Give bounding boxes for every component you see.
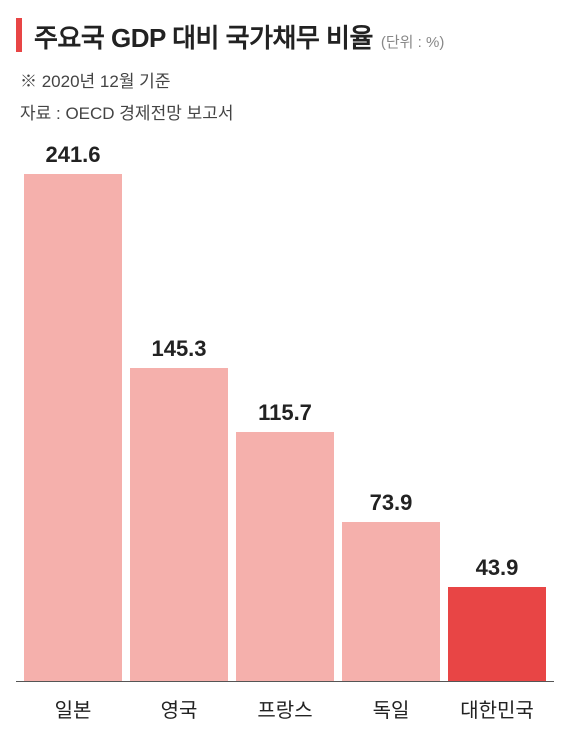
x-axis-label: 독일: [342, 694, 440, 723]
chart-container: 주요국 GDP 대비 국가채무 비율 (단위 : %) ※ 2020년 12월 …: [0, 0, 570, 755]
bar-value-label: 115.7: [258, 400, 312, 426]
bar-wrap: 115.7: [236, 142, 334, 682]
bars-group: 241.6 145.3 115.7 73.9 43.9: [16, 142, 554, 682]
x-axis-label: 일본: [24, 694, 122, 723]
x-axis-label: 프랑스: [236, 694, 334, 723]
bar-value-label: 43.9: [476, 555, 519, 581]
bar-value-label: 145.3: [151, 336, 206, 362]
chart-unit: (단위 : %): [381, 31, 444, 52]
bar: [342, 522, 440, 682]
bar: [130, 368, 228, 682]
x-axis-baseline: [16, 681, 554, 682]
x-axis-label: 영국: [130, 694, 228, 723]
bar-wrap: 241.6: [24, 142, 122, 682]
bar-value-label: 73.9: [370, 490, 413, 516]
bar-wrap: 43.9: [448, 142, 546, 682]
x-axis-label: 대한민국: [448, 694, 546, 723]
x-axis-labels: 일본 영국 프랑스 독일 대한민국: [16, 694, 554, 723]
title-row: 주요국 GDP 대비 국가채무 비율 (단위 : %): [34, 18, 554, 55]
chart-area: 241.6 145.3 115.7 73.9 43.9: [16, 142, 554, 682]
title-accent-bar: [16, 18, 22, 52]
chart-title: 주요국 GDP 대비 국가채무 비율: [34, 18, 373, 55]
bar-wrap: 73.9: [342, 142, 440, 682]
bar: [236, 432, 334, 682]
chart-source: 자료 : OECD 경제전망 보고서: [20, 99, 554, 124]
bar: [24, 174, 122, 682]
bar-wrap: 145.3: [130, 142, 228, 682]
chart-subtitle: ※ 2020년 12월 기준: [20, 69, 554, 95]
bar: [448, 587, 546, 682]
bar-value-label: 241.6: [45, 142, 100, 168]
